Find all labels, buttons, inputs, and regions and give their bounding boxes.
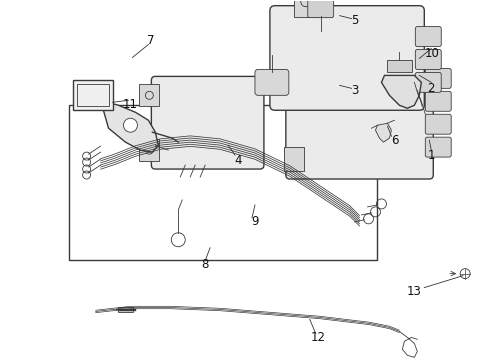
Circle shape [123,118,137,132]
FancyBboxPatch shape [416,72,441,92]
Text: 3: 3 [351,84,358,97]
Polygon shape [375,123,392,142]
Text: 9: 9 [251,215,259,228]
Bar [76,84,108,106]
FancyBboxPatch shape [284,147,304,171]
Text: 1: 1 [428,149,435,162]
FancyBboxPatch shape [308,0,334,18]
Text: 5: 5 [351,14,358,27]
Text: 4: 4 [234,154,242,167]
FancyBboxPatch shape [425,91,451,111]
Polygon shape [382,75,421,108]
FancyBboxPatch shape [299,64,321,84]
Text: 8: 8 [201,258,209,271]
Bar [388,60,413,72]
FancyBboxPatch shape [425,68,451,88]
FancyBboxPatch shape [425,114,451,134]
FancyBboxPatch shape [425,137,451,157]
Text: 13: 13 [407,285,422,298]
Text: 12: 12 [310,331,325,344]
FancyBboxPatch shape [140,139,159,161]
Text: 7: 7 [147,34,154,47]
FancyBboxPatch shape [416,27,441,46]
Polygon shape [100,100,158,152]
Text: 11: 11 [123,98,138,111]
Text: 2: 2 [428,82,435,95]
Text: 6: 6 [391,134,398,147]
FancyBboxPatch shape [140,84,159,106]
FancyBboxPatch shape [255,69,289,95]
Bar [73,80,113,110]
FancyBboxPatch shape [270,6,424,110]
Text: 10: 10 [425,47,440,60]
Bar [119,306,133,312]
Bar [69,105,377,260]
FancyBboxPatch shape [151,76,264,169]
FancyBboxPatch shape [416,50,441,69]
FancyBboxPatch shape [294,0,318,17]
FancyBboxPatch shape [286,71,433,179]
